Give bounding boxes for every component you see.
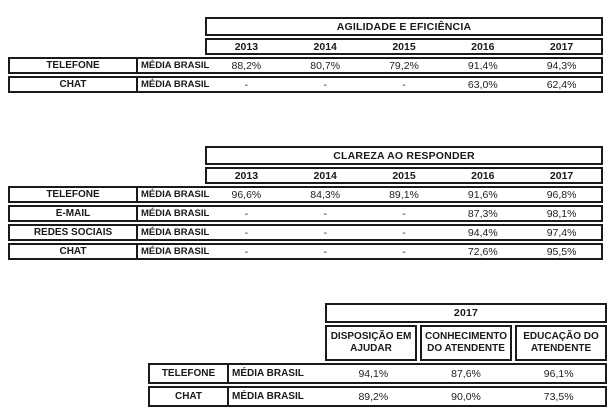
table-row: TELEFONE MÉDIA BRASIL 94,1% 87,6% 96,1% [148,363,607,384]
table-clareza-ao-responder: CLAREZA AO RESPONDER 2013 2014 2015 2016… [8,146,603,262]
year-header: 2017 [549,40,574,53]
value-cell: - [323,226,327,239]
value-cell: 89,1% [389,188,419,201]
value-cell: 98,1% [546,207,577,220]
value-cell: 94,3% [546,59,577,72]
channel-label: CHAT [10,245,138,258]
value-cell: 94,4% [467,226,498,239]
value-cell: 96,1% [543,367,574,380]
year-header: 2015 [392,169,416,182]
year-header: 2016 [471,169,495,182]
year-header: 2013 [234,169,259,182]
table-2017-atendimento: 2017 DISPOSIÇÃO EM AJUDAR CONHECIMENTO D… [148,303,608,409]
value-cell: 91,4% [467,59,498,72]
value-cell: - [244,207,249,220]
metric-label: MÉDIA BRASIL [141,60,210,71]
table-title-box: 2017 [325,303,607,323]
metric-label: MÉDIA BRASIL [232,391,304,402]
metric-label: MÉDIA BRASIL [141,246,210,257]
table-title: 2017 [453,307,479,319]
value-cell: - [402,207,406,220]
metric-label: MÉDIA BRASIL [232,368,304,379]
column-header: EDUCAÇÃO DO ATENDENTE [515,325,608,361]
value-cell: 91,6% [467,188,498,201]
value-cell: 96,6% [231,188,262,201]
year-header: 2014 [313,169,337,182]
value-cell: - [402,78,406,91]
channel-label: REDES SOCIAIS [10,226,138,239]
value-cell: 89,2% [358,390,389,403]
value-cell: 72,6% [467,245,498,258]
value-cell: - [323,207,327,220]
year-header: 2013 [234,40,259,53]
value-cell: 95,5% [546,245,577,258]
value-cell: 87,6% [451,367,481,380]
value-cell: - [323,245,327,258]
channel-label: CHAT [10,78,138,91]
table-row: CHAT MÉDIA BRASIL - - - 63,0% 62,4% [8,76,603,93]
value-cell: 62,4% [546,78,577,91]
value-cell: 94,1% [358,367,389,380]
value-cell: 84,3% [310,188,341,201]
table-title-box: CLAREZA AO RESPONDER [205,146,603,165]
value-cell: 88,2% [231,59,262,72]
year-header: 2016 [471,40,495,53]
value-cell: 73,5% [543,390,574,403]
value-cell: - [244,78,249,91]
metric-label: MÉDIA BRASIL [141,189,210,200]
metric-label: MÉDIA BRASIL [141,79,210,90]
table-agilidade-e-eficiencia: AGILIDADE E EFICIÊNCIA 2013 2014 2015 20… [8,17,603,95]
value-cell: - [323,78,327,91]
channel-label: E-MAIL [10,207,138,220]
value-cell: 79,2% [389,59,419,72]
value-cell: - [244,226,249,239]
value-cell: 80,7% [310,59,341,72]
value-cell: - [244,245,249,258]
value-cell: 90,0% [451,390,481,403]
year-header-row: 2013 2014 2015 2016 2017 [205,38,603,55]
table-row: CHAT MÉDIA BRASIL - - - 72,6% 95,5% [8,243,603,260]
column-header: DISPOSIÇÃO EM AJUDAR [325,325,417,361]
table-row: E-MAIL MÉDIA BRASIL - - - 87,3% 98,1% [8,205,603,222]
value-cell: 96,8% [546,188,577,201]
table-row: CHAT MÉDIA BRASIL 89,2% 90,0% 73,5% [148,386,607,407]
channel-label: TELEFONE [150,365,229,382]
channel-label: CHAT [150,388,229,405]
table-title: CLAREZA AO RESPONDER [333,149,475,162]
table-title-box: AGILIDADE E EFICIÊNCIA [205,17,603,36]
value-cell: 87,3% [467,207,498,220]
table-row: REDES SOCIAIS MÉDIA BRASIL - - - 94,4% 9… [8,224,603,241]
channel-label: TELEFONE [10,59,138,72]
year-header: 2017 [549,169,574,182]
metric-label: MÉDIA BRASIL [141,208,210,219]
year-header: 2015 [392,40,416,53]
year-header: 2014 [313,40,337,53]
table-row: TELEFONE MÉDIA BRASIL 88,2% 80,7% 79,2% … [8,57,603,74]
channel-label: TELEFONE [10,188,138,201]
table-title: AGILIDADE E EFICIÊNCIA [336,20,472,33]
value-cell: 63,0% [467,78,498,91]
column-header-row: DISPOSIÇÃO EM AJUDAR CONHECIMENTO DO ATE… [325,325,608,361]
value-cell: - [402,245,406,258]
value-cell: - [402,226,406,239]
value-cell: 97,4% [546,226,577,239]
metric-label: MÉDIA BRASIL [141,227,210,238]
table-row: TELEFONE MÉDIA BRASIL 96,6% 84,3% 89,1% … [8,186,603,203]
column-header: CONHECIMENTO DO ATENDENTE [419,325,513,361]
year-header-row: 2013 2014 2015 2016 2017 [205,167,603,184]
